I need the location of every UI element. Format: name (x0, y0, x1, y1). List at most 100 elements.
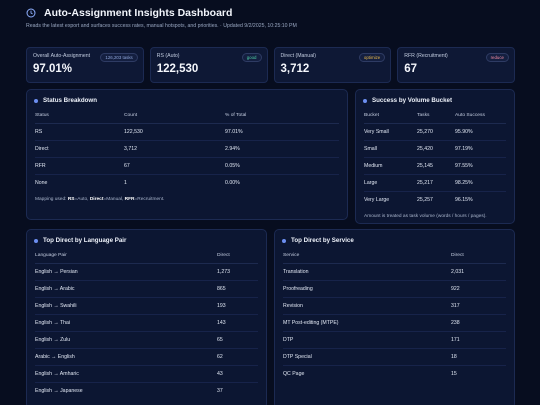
table-row: Arabic → English 62 (35, 348, 258, 366)
table-row: DTP Special 18 (283, 348, 506, 366)
table-row: DTP 171 (283, 331, 506, 349)
table-cell: Translation (283, 263, 451, 281)
clock-icon (26, 8, 36, 18)
service-table: Service Direct Translation 2,031 Proofrea… (283, 248, 506, 382)
table-row: RS 122,530 97.01% (35, 123, 339, 141)
table-cell: MT Post-editing (MTPE) (283, 314, 451, 332)
table-cell: English → Arabic (35, 280, 217, 298)
table-cell: 0.00% (225, 179, 240, 186)
table-cell: None (35, 179, 48, 186)
table-cell: English → Persian (35, 263, 217, 281)
table-cell: English → Japanese (35, 387, 83, 394)
table-row: English → Arabic 865 (35, 280, 258, 298)
table-cell: 171 (451, 331, 506, 349)
table-cell: English → Zulu (35, 331, 217, 349)
kpi-card-rfr: RFR (Recruitment) 67 reduce (397, 47, 515, 83)
table-cell: DTP (283, 331, 451, 349)
table-cell: 25,420 (417, 140, 455, 158)
kpi-value: 122,530 (156, 63, 199, 75)
column-header: Service (283, 248, 451, 264)
panel-title: Status Breakdown (43, 97, 97, 104)
bullet-icon (34, 238, 38, 243)
table-cell: Revision (283, 297, 451, 315)
table-cell: 25,145 (417, 157, 455, 175)
kpi-label: Overall Auto-Assignment (33, 53, 91, 59)
table-cell: 25,257 (417, 196, 433, 203)
table-cell: 143 (217, 314, 258, 332)
table-cell: RFR (35, 157, 124, 175)
table-cell: DTP Special (283, 348, 451, 366)
panel-title: Top Direct by Service (291, 237, 354, 244)
table-row: English → Thai 143 (35, 314, 258, 332)
column-header: % of Total (225, 108, 339, 124)
table-cell: RS (35, 123, 124, 141)
table-row: Very Small 25,270 95.90% (364, 123, 506, 141)
table-cell: English → Swahili (35, 297, 217, 315)
table-cell: 98.25% (455, 174, 506, 192)
table-cell: 922 (451, 280, 506, 298)
table-cell: 25,270 (417, 123, 455, 141)
column-header: Bucket (364, 108, 417, 124)
status-breakdown-panel: Status Breakdown Status Count % of Total… (26, 89, 348, 220)
kpi-row: Overall Auto-Assignment 97.01% 126,203 t… (26, 47, 515, 83)
table-row: Translation 2,031 (283, 263, 506, 281)
kpi-card-direct: Direct (Manual) 3,712 optimize (273, 47, 392, 83)
table-row: English → Swahili 193 (35, 297, 258, 315)
table-cell: 865 (217, 280, 258, 298)
kpi-card-overall: Overall Auto-Assignment 97.01% 126,203 t… (26, 47, 144, 83)
table-cell: Large (364, 174, 417, 192)
table-row: None 1 0.00% (35, 174, 339, 191)
kpi-badge: good (241, 53, 262, 62)
service-panel: Top Direct by Service Service Direct Tra… (274, 229, 515, 405)
column-header: Auto Success (455, 108, 506, 124)
table-cell: Direct (35, 140, 124, 158)
column-header: Count (124, 108, 225, 124)
kpi-label: Direct (Manual) (280, 53, 316, 59)
language-pair-panel: Top Direct by Language Pair Language Pai… (26, 229, 267, 405)
kpi-card-rs: RS (Auto) 122,530 good (149, 47, 268, 83)
volume-note: Amount is treated as task volume (words … (364, 214, 487, 219)
table-cell: 238 (451, 314, 506, 332)
kpi-label: RFR (Recruitment) (404, 53, 448, 59)
header: Auto-Assignment Insights Dashboard Reads… (26, 7, 520, 29)
column-header: Direct (451, 248, 506, 264)
table-row: Revision 317 (283, 297, 506, 315)
table-row: Proofreading 922 (283, 280, 506, 298)
table-cell: 25,217 (417, 174, 455, 192)
table-cell: 0.05% (225, 157, 339, 175)
table-cell: 2.94% (225, 140, 339, 158)
table-cell: 43 (217, 365, 258, 383)
kpi-badge: reduce (485, 53, 509, 62)
table-cell: Arabic → English (35, 348, 217, 366)
table-row: English → Zulu 65 (35, 331, 258, 349)
bullet-icon (363, 98, 367, 103)
table-cell: 122,530 (124, 123, 225, 141)
kpi-badge: 126,203 tasks (100, 53, 138, 62)
table-row: Small 25,420 97.19% (364, 140, 506, 158)
language-table: Language Pair Direct English → Persian 1,… (35, 248, 258, 399)
table-row: RFR 67 0.05% (35, 157, 339, 175)
table-cell: Very Large (364, 196, 390, 203)
bullet-icon (282, 238, 286, 243)
column-header: Status (35, 108, 124, 124)
table-row: MT Post-editing (MTPE) 238 (283, 314, 506, 332)
table-cell: English → Amharic (35, 365, 217, 383)
table-cell: 65 (217, 331, 258, 349)
table-row: Medium 25,145 97.55% (364, 157, 506, 175)
table-cell: 1 (124, 179, 127, 186)
table-cell: 193 (217, 297, 258, 315)
kpi-value: 97.01% (33, 63, 73, 75)
table-cell: 1,273 (217, 263, 258, 281)
table-cell: 95.90% (455, 123, 506, 141)
kpi-value: 3,712 (280, 63, 310, 75)
table-row: Large 25,217 98.25% (364, 174, 506, 192)
table-cell: English → Thai (35, 314, 217, 332)
table-cell: Medium (364, 157, 417, 175)
volume-bucket-panel: Success by Volume Bucket Bucket Tasks Au… (355, 89, 515, 224)
kpi-badge: optimize (358, 53, 386, 62)
page-title: Auto-Assignment Insights Dashboard (44, 7, 233, 19)
column-header: Direct (217, 248, 258, 264)
table-row: English → Japanese 37 (35, 382, 258, 399)
table-cell: 3,712 (124, 140, 225, 158)
panel-title: Top Direct by Language Pair (43, 237, 127, 244)
